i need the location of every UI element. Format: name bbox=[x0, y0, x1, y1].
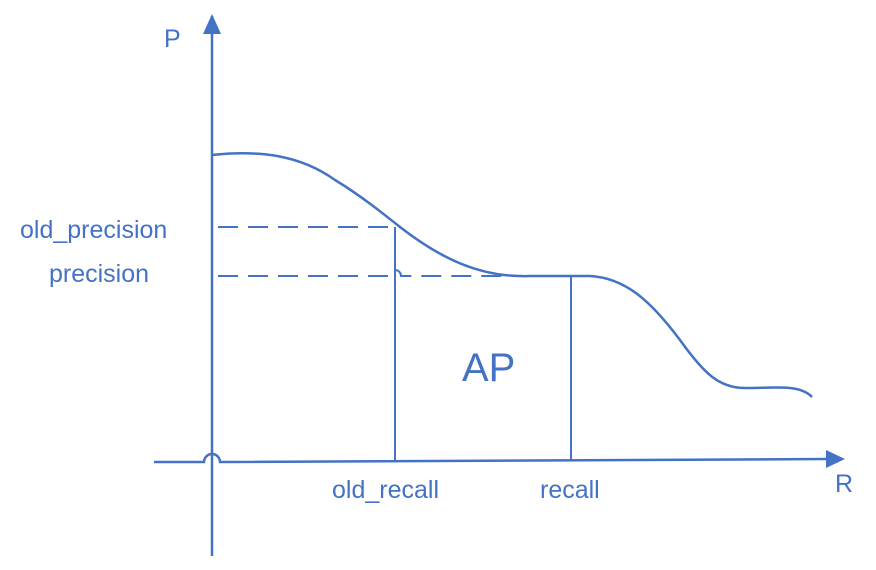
x-axis bbox=[154, 452, 829, 464]
old-recall-label: old_recall bbox=[332, 476, 439, 504]
y-axis-arrowhead bbox=[203, 14, 221, 34]
x-axis-arrowhead bbox=[826, 450, 845, 468]
y-axis-label: P bbox=[164, 25, 181, 53]
ap-area-label: AP bbox=[462, 346, 515, 390]
x-axis-label: R bbox=[835, 470, 853, 498]
recall-label: recall bbox=[540, 476, 600, 504]
old-precision-label: old_precision bbox=[20, 216, 167, 244]
precision-label: precision bbox=[49, 260, 149, 288]
precision-recall-curve bbox=[211, 152, 813, 398]
